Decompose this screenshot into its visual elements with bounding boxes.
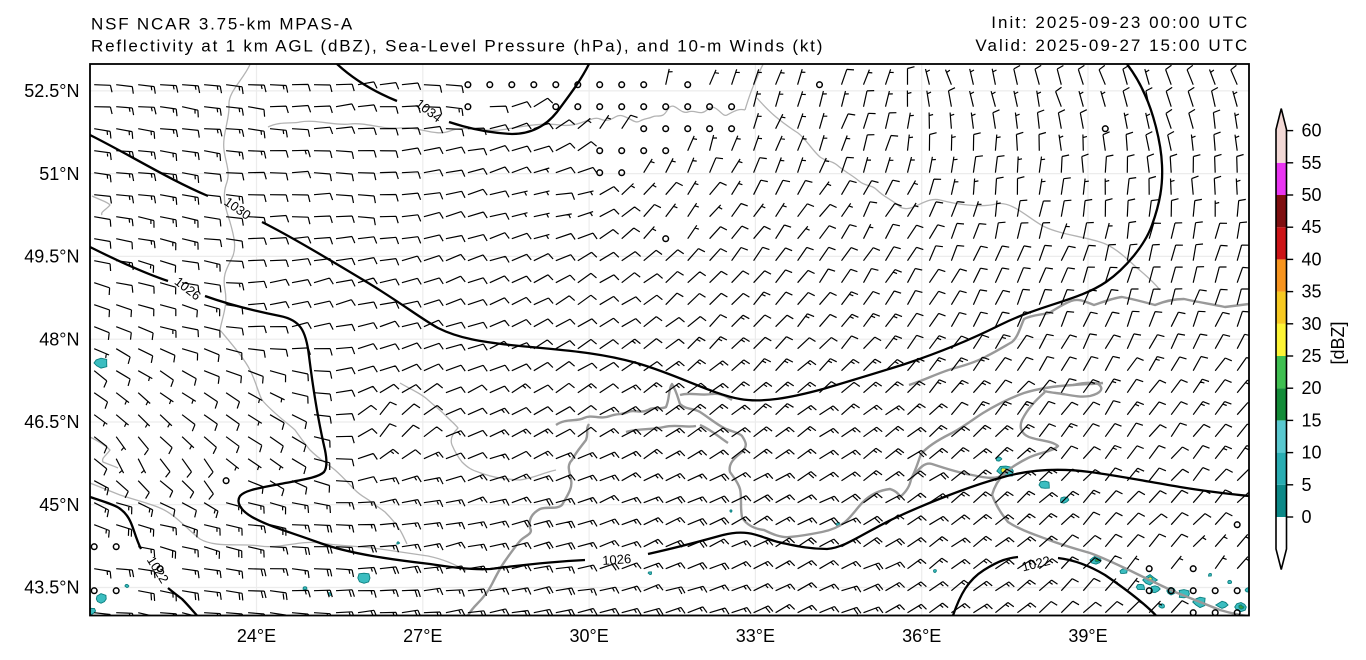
- svg-text:52.5°N: 52.5°N: [24, 81, 79, 101]
- svg-text:Reflectivity at 1 km AGL (dBZ): Reflectivity at 1 km AGL (dBZ), Sea-Leve…: [91, 37, 824, 56]
- svg-text:1026: 1026: [602, 551, 632, 568]
- svg-text:Valid: 2025-09-27 15:00 UTC: Valid: 2025-09-27 15:00 UTC: [975, 36, 1249, 55]
- svg-text:55: 55: [1302, 153, 1322, 173]
- svg-text:45: 45: [1302, 217, 1322, 237]
- svg-text:40: 40: [1302, 249, 1322, 269]
- svg-text:46.5°N: 46.5°N: [24, 412, 79, 432]
- svg-text:NSF NCAR 3.75-km MPAS-A: NSF NCAR 3.75-km MPAS-A: [91, 15, 354, 34]
- svg-text:1022: 1022: [1020, 553, 1052, 575]
- svg-text:15: 15: [1302, 410, 1322, 430]
- svg-text:39°E: 39°E: [1068, 626, 1107, 646]
- svg-text:[dBZ]: [dBZ]: [1328, 321, 1348, 364]
- svg-text:48°N: 48°N: [39, 329, 79, 349]
- svg-text:25: 25: [1302, 346, 1322, 366]
- svg-text:45°N: 45°N: [39, 495, 79, 515]
- svg-text:51°N: 51°N: [39, 164, 79, 184]
- svg-text:Init: 2025-09-23 00:00 UTC: Init: 2025-09-23 00:00 UTC: [991, 13, 1249, 32]
- svg-text:33°E: 33°E: [736, 626, 775, 646]
- svg-text:30°E: 30°E: [569, 626, 608, 646]
- svg-text:36°E: 36°E: [902, 626, 941, 646]
- svg-text:5: 5: [1302, 475, 1312, 495]
- svg-text:49.5°N: 49.5°N: [24, 247, 79, 267]
- svg-text:60: 60: [1302, 121, 1322, 141]
- svg-text:50: 50: [1302, 185, 1322, 205]
- svg-text:35: 35: [1302, 282, 1322, 302]
- svg-text:0: 0: [1302, 507, 1312, 527]
- svg-text:43.5°N: 43.5°N: [24, 578, 79, 598]
- svg-text:27°E: 27°E: [403, 626, 442, 646]
- svg-text:10: 10: [1302, 443, 1322, 463]
- svg-text:24°E: 24°E: [237, 626, 276, 646]
- svg-text:30: 30: [1302, 314, 1322, 334]
- svg-text:20: 20: [1302, 378, 1322, 398]
